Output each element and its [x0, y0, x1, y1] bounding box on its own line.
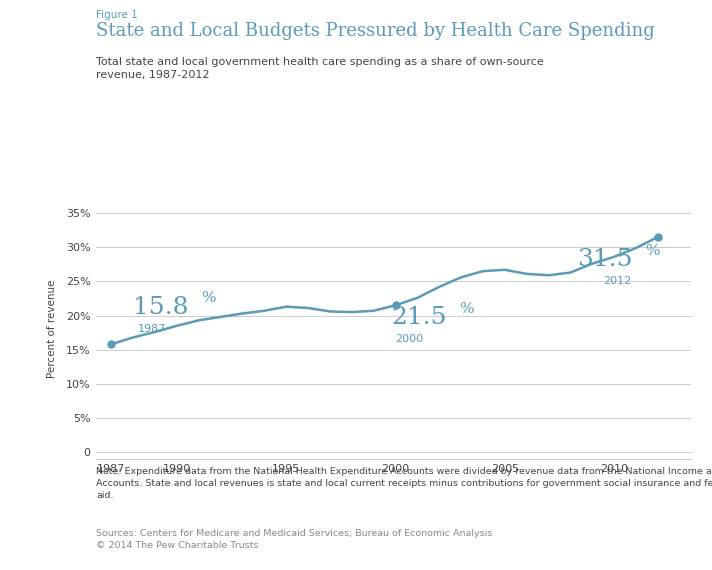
Y-axis label: Percent of revenue: Percent of revenue: [48, 280, 58, 378]
Text: 2000: 2000: [396, 334, 424, 344]
Text: State and Local Budgets Pressured by Health Care Spending: State and Local Budgets Pressured by Hea…: [96, 22, 655, 40]
Text: 21.5: 21.5: [391, 306, 446, 329]
Text: Total state and local government health care spending as a share of own-source
r: Total state and local government health …: [96, 57, 544, 80]
Text: 1987: 1987: [137, 324, 166, 333]
Text: 2012: 2012: [603, 276, 632, 286]
Text: Sources: Centers for Medicare and Medicaid Services; Bureau of Economic Analysis: Sources: Centers for Medicare and Medica…: [96, 529, 493, 551]
Text: 31.5: 31.5: [577, 248, 632, 271]
Text: 15.8: 15.8: [133, 296, 189, 319]
Text: %: %: [459, 302, 473, 316]
Text: %: %: [201, 291, 216, 306]
Text: %: %: [645, 243, 659, 258]
Text: Note: Expenditure data from the National Health Expenditure Accounts were divide: Note: Expenditure data from the National…: [96, 467, 712, 500]
Text: Figure 1: Figure 1: [96, 10, 138, 21]
